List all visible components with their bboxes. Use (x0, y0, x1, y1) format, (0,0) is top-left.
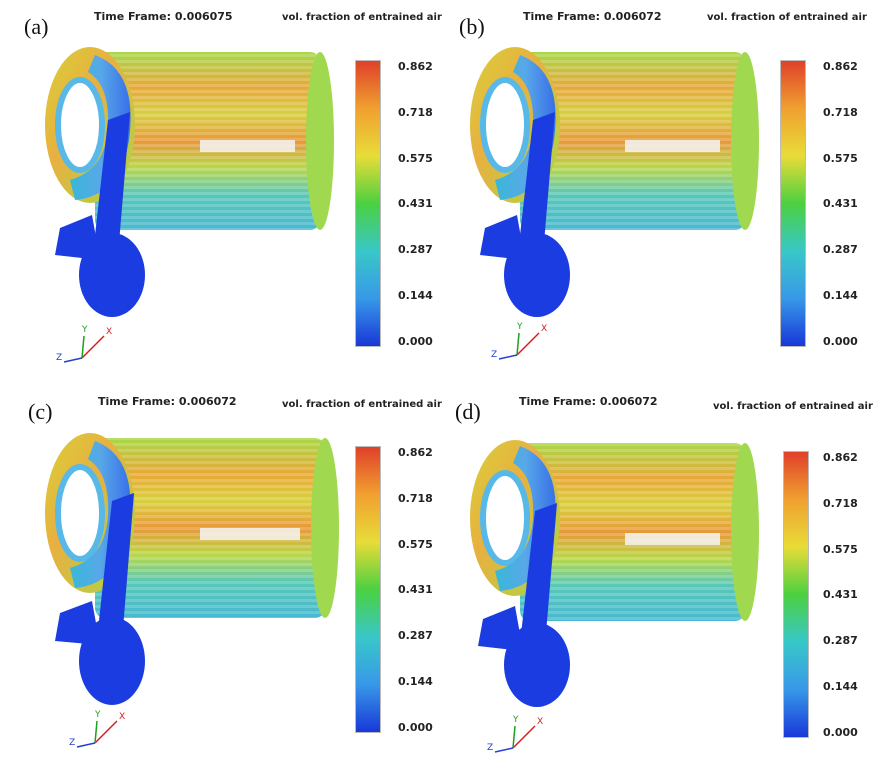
colorbar-tick: 0.575 (823, 543, 858, 556)
colorbar-tick: 0.575 (398, 152, 433, 165)
simulation-render: X Y Z (45, 47, 334, 363)
colorbar-tick: 0.431 (398, 583, 433, 596)
colorbar (780, 60, 806, 347)
legend-title: vol. fraction of entrained air (707, 12, 867, 23)
cylinder-body (95, 438, 339, 618)
colorbar-tick: 0.144 (823, 680, 858, 693)
axis-y-label: Y (512, 715, 519, 725)
panel-a: (a) Time Frame: 0.006075 vol. fraction o… (0, 0, 445, 382)
colorbar-tick: 0.431 (823, 588, 858, 601)
time-frame-label: Time Frame: 0.006072 (523, 10, 662, 23)
connecting-rod (480, 112, 570, 317)
colorbar-tick: 0.431 (823, 197, 858, 210)
axis-triad: X Y Z (487, 715, 543, 753)
colorbar-tick: 0.718 (823, 106, 858, 119)
colorbar-tick: 0.287 (398, 243, 433, 256)
axis-y-label: Y (94, 710, 101, 720)
colorbar-tick: 0.287 (823, 243, 858, 256)
axis-y-label: Y (516, 322, 523, 332)
axis-triad: X Y Z (56, 325, 112, 363)
colorbar-tick: 0.718 (398, 106, 433, 119)
panel-label: (c) (28, 399, 53, 424)
colorbar-tick: 0.000 (398, 335, 433, 348)
panel-label: (d) (455, 399, 481, 424)
panel-d: (d) Time Frame: 0.006072 vol. fraction o… (445, 383, 890, 765)
colorbar-tick: 0.718 (823, 497, 858, 510)
cylinder-body (95, 52, 334, 230)
axis-x-label: X (541, 324, 547, 334)
colorbar-tick: 0.287 (398, 629, 433, 642)
connecting-rod (55, 112, 145, 317)
axis-z-label: Z (56, 353, 62, 363)
colorbar-tick: 0.287 (823, 634, 858, 647)
colorbar-tick: 0.431 (398, 197, 433, 210)
axis-triad: X Y Z (491, 322, 547, 360)
axis-x-label: X (119, 712, 125, 722)
legend-title: vol. fraction of entrained air (713, 401, 873, 412)
colorbar-tick: 0.862 (398, 60, 433, 73)
cylinder-body (520, 443, 759, 621)
colorbar-tick: 0.862 (823, 60, 858, 73)
time-frame-label: Time Frame: 0.006072 (519, 395, 658, 408)
colorbar-tick: 0.718 (398, 492, 433, 505)
time-frame-label: Time Frame: 0.006072 (98, 395, 237, 408)
panel-label: (b) (459, 14, 485, 39)
axis-z-label: Z (487, 743, 493, 753)
axis-x-label: X (537, 717, 543, 727)
colorbar-tick: 0.862 (823, 451, 858, 464)
panel-b: (b) Time Frame: 0.006072 vol. fraction o… (445, 0, 890, 382)
panel-c: (c) Time Frame: 0.006072 vol. fraction o… (0, 383, 445, 765)
simulation-render: X Y Z (470, 47, 759, 360)
simulation-render: X Y Z (470, 440, 759, 753)
colorbar-tick: 0.144 (398, 289, 433, 302)
cylinder-body (520, 52, 759, 230)
panel-label: (a) (24, 14, 49, 39)
axis-y-label: Y (81, 325, 88, 335)
legend-title: vol. fraction of entrained air (282, 12, 442, 23)
connecting-rod (478, 503, 570, 707)
colorbar-tick: 0.144 (823, 289, 858, 302)
time-frame-label: Time Frame: 0.006075 (94, 10, 233, 23)
axis-z-label: Z (69, 738, 75, 748)
colorbar-tick: 0.144 (398, 675, 433, 688)
colorbar (355, 446, 381, 733)
colorbar-tick: 0.575 (398, 538, 433, 551)
simulation-render: X Y Z (45, 433, 339, 748)
axis-triad: X Y Z (69, 710, 125, 748)
axis-x-label: X (106, 327, 112, 337)
colorbar-tick: 0.862 (398, 446, 433, 459)
colorbar-tick: 0.000 (823, 335, 858, 348)
colorbar-tick: 0.575 (823, 152, 858, 165)
colorbar-tick: 0.000 (823, 726, 858, 739)
colorbar-tick: 0.000 (398, 721, 433, 734)
legend-title: vol. fraction of entrained air (282, 399, 442, 410)
axis-z-label: Z (491, 350, 497, 360)
colorbar (783, 451, 809, 738)
colorbar (355, 60, 381, 347)
connecting-rod (55, 493, 145, 705)
